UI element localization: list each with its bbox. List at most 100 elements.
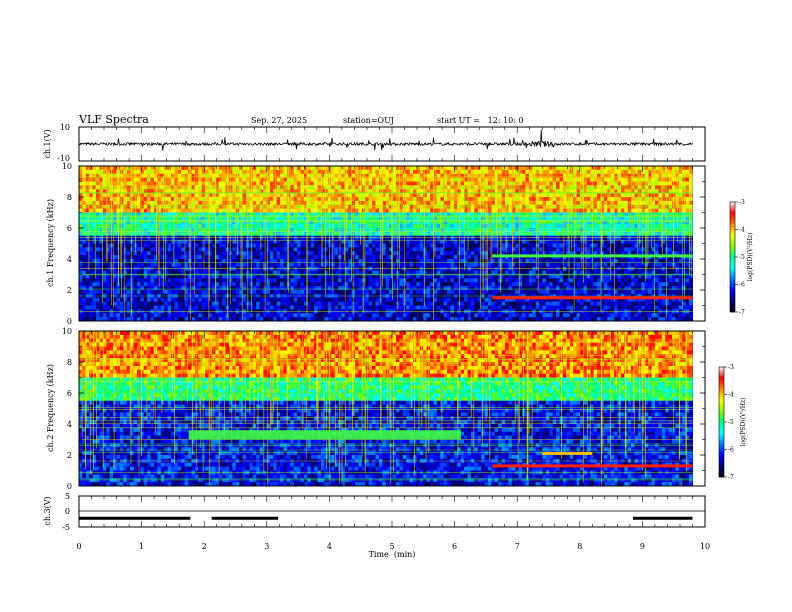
spectrogram-cell bbox=[487, 204, 492, 209]
spectrogram-cell bbox=[474, 216, 479, 221]
spectrogram-cell bbox=[614, 212, 618, 217]
spectrogram-cell bbox=[399, 189, 404, 194]
spectrogram-cell bbox=[453, 255, 458, 260]
spectrogram-cell bbox=[498, 173, 502, 178]
spectrogram-cell bbox=[92, 166, 97, 171]
spectrogram-cell bbox=[283, 208, 288, 213]
spectrogram-cell bbox=[153, 169, 158, 175]
spectrogram-cell bbox=[389, 239, 393, 244]
spectrogram-cell bbox=[208, 235, 213, 240]
spectrogram-cell bbox=[372, 228, 376, 233]
spectrogram-cell bbox=[559, 216, 564, 221]
spectrogram-cell bbox=[249, 228, 254, 233]
spectrogram-cell bbox=[266, 166, 271, 171]
spectrogram-cell bbox=[487, 169, 492, 175]
spectrogram-cell bbox=[505, 243, 509, 248]
spectrogram-cell bbox=[620, 239, 625, 244]
spectrogram-cell bbox=[334, 185, 339, 190]
spectrogram-cell bbox=[443, 266, 448, 271]
spectrogram-cell bbox=[123, 173, 128, 178]
spectrogram-cell bbox=[484, 208, 489, 213]
spectrogram-cell bbox=[430, 185, 434, 190]
spectrogram-cell bbox=[385, 212, 390, 217]
spectrogram-cell bbox=[641, 169, 646, 175]
spectrogram-cell bbox=[665, 235, 669, 240]
spectrogram-cell bbox=[211, 228, 216, 233]
spectrogram-cell bbox=[218, 189, 223, 194]
spectrogram-cell bbox=[184, 212, 189, 217]
spectrogram-cell bbox=[430, 235, 434, 240]
spectrogram-cell bbox=[314, 228, 318, 233]
spectrogram-cell bbox=[552, 169, 557, 175]
spectrogram-cell bbox=[307, 259, 312, 264]
spectrogram-cell bbox=[515, 247, 519, 252]
spectrogram-cell bbox=[508, 189, 513, 194]
spectrogram-cell bbox=[505, 193, 509, 198]
spectrogram-cell bbox=[211, 177, 216, 182]
spectrogram-cell bbox=[484, 247, 489, 252]
spectrogram-cell bbox=[123, 193, 128, 198]
spectrogram-cell bbox=[528, 193, 533, 198]
spectrogram-cell bbox=[341, 228, 346, 233]
spectrogram-cell bbox=[307, 228, 312, 233]
spectrogram-cell bbox=[290, 208, 295, 213]
spectrogram-cell bbox=[573, 251, 577, 256]
spectrogram-cell bbox=[201, 216, 206, 221]
spectrogram-cell bbox=[136, 200, 141, 206]
spectrogram-cell bbox=[617, 204, 622, 209]
spectrogram-cell bbox=[518, 200, 523, 206]
spectrogram-cell bbox=[447, 173, 451, 178]
spectrogram-cell bbox=[603, 212, 608, 217]
spectrogram-cell bbox=[334, 216, 339, 221]
spectrogram-cell bbox=[242, 262, 247, 268]
spectrogram-cell bbox=[136, 255, 141, 260]
spectrogram-cell bbox=[201, 228, 206, 233]
spectrogram-cell bbox=[314, 243, 318, 248]
spectrogram-cell bbox=[194, 181, 199, 186]
spectrogram-cell bbox=[436, 216, 441, 221]
spectrogram-cell bbox=[293, 169, 298, 175]
spectrogram-cell bbox=[508, 262, 513, 268]
spectrogram-cell bbox=[130, 200, 134, 206]
spectrogram-cell bbox=[361, 212, 366, 217]
spectrogram-cell bbox=[603, 193, 608, 198]
spectrogram-cell bbox=[256, 224, 260, 229]
spectrogram-cell bbox=[228, 247, 233, 252]
spectrogram-cell bbox=[365, 247, 369, 252]
spectrogram-cell bbox=[477, 239, 482, 244]
spectrogram-cell bbox=[126, 247, 131, 252]
spectrogram-cell bbox=[576, 262, 581, 268]
spectrogram-cell bbox=[82, 247, 87, 252]
spectrogram-cell bbox=[160, 166, 165, 171]
spectrogram-cell bbox=[419, 189, 424, 194]
spectrogram-cell bbox=[661, 262, 666, 268]
spectrogram-cell bbox=[181, 185, 185, 190]
spectrogram-cell bbox=[181, 193, 185, 198]
spectrogram-cell bbox=[399, 212, 404, 217]
spectrogram-cell bbox=[167, 173, 172, 178]
spectrogram-cell bbox=[140, 224, 145, 229]
spectrogram-cell bbox=[355, 189, 359, 194]
spectrogram-cell bbox=[573, 197, 577, 202]
spectrogram-cell bbox=[222, 239, 226, 244]
spectrogram-cell bbox=[573, 166, 577, 171]
spectrogram-cell bbox=[607, 266, 611, 271]
spectrogram-cell bbox=[130, 177, 134, 182]
spectrogram-cell bbox=[430, 204, 434, 209]
start-time-label: start UT = 12: 10: 0 bbox=[437, 116, 524, 125]
spectrogram-cell bbox=[344, 255, 349, 260]
spectrogram-cell bbox=[583, 193, 588, 198]
spectrogram-cell bbox=[174, 204, 179, 209]
spectrogram-cell bbox=[334, 204, 339, 209]
spectrogram-cell bbox=[201, 235, 206, 240]
spectrogram-cell bbox=[419, 266, 424, 271]
spectrogram-cell bbox=[436, 220, 441, 225]
spectrogram-cell bbox=[191, 177, 196, 182]
spectrogram-cell bbox=[150, 224, 155, 229]
spectrogram-cell bbox=[556, 200, 560, 206]
spectrogram-cell bbox=[259, 208, 264, 213]
spectrogram-cell bbox=[211, 173, 216, 178]
spectrogram-cell bbox=[450, 266, 455, 271]
spectrogram-cell bbox=[569, 251, 574, 256]
spectrogram-cell bbox=[648, 228, 652, 233]
